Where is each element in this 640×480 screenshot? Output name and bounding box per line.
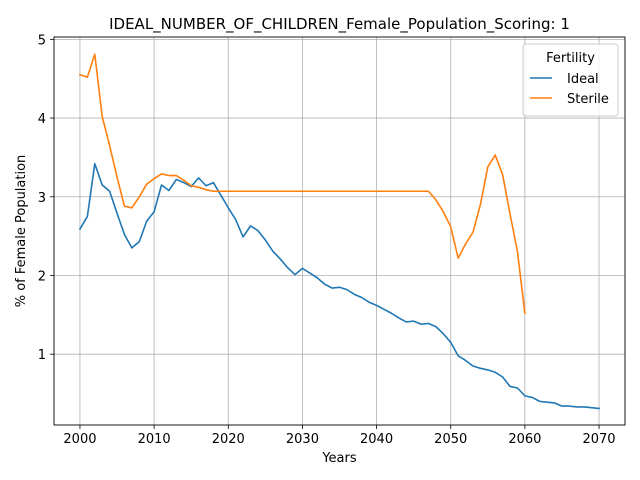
x-tick-label: 2010 <box>138 432 171 447</box>
legend-label-sterile: Sterile <box>567 92 609 107</box>
x-tick-label: 2060 <box>508 432 541 447</box>
x-tick-label: 2050 <box>434 432 467 447</box>
legend: Fertility Ideal Sterile <box>523 44 618 116</box>
legend-title: Fertility <box>546 51 595 66</box>
legend-label-ideal: Ideal <box>567 72 599 87</box>
y-tick-label: 1 <box>38 348 46 363</box>
x-tick-label: 2070 <box>582 432 615 447</box>
x-tick-label: 2000 <box>63 432 96 447</box>
x-axis-label: Years <box>321 451 357 466</box>
y-tick-label: 4 <box>38 112 46 127</box>
y-tick-label: 2 <box>38 269 46 284</box>
y-tick-label: 3 <box>38 191 46 206</box>
x-tick-label: 2030 <box>286 432 319 447</box>
y-tick-label: 5 <box>38 33 46 48</box>
x-tick-label: 2040 <box>360 432 393 447</box>
chart-title: IDEAL_NUMBER_OF_CHILDREN_Female_Populati… <box>109 15 570 34</box>
y-axis-label: % of Female Population <box>14 155 29 308</box>
x-tick-label: 2020 <box>212 432 245 447</box>
